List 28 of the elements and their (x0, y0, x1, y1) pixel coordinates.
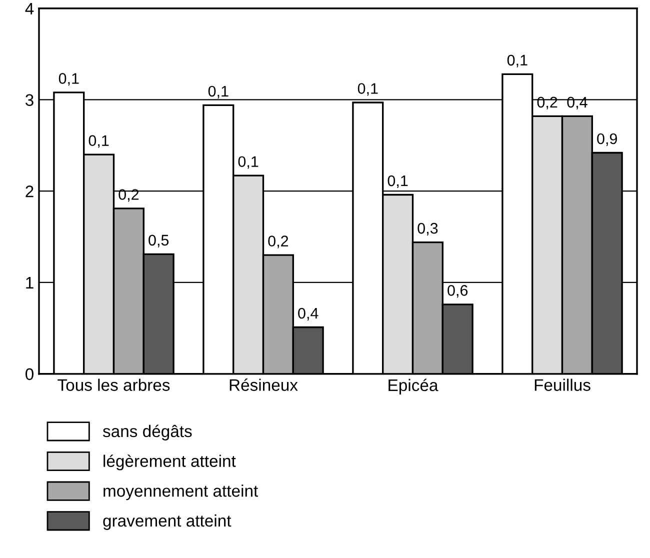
y-tick-label: 1 (26, 277, 34, 289)
annotation: 0,3 (418, 222, 438, 236)
x-tick-label: Tous les arbres (58, 378, 170, 391)
x-tick-label: Résineux (230, 378, 298, 391)
y-tick-label: 4 (25, 2, 34, 14)
annotation: 0,2 (537, 96, 558, 110)
x-tick-label: Epicéa (388, 378, 438, 394)
legend-label: légèrement atteint (104, 454, 236, 470)
legend-label: moyennement atteint (104, 484, 258, 500)
y-tick-label: 2 (26, 186, 34, 198)
y-tick-label: 0 (26, 368, 34, 380)
x-tick-label: Feuillus (534, 378, 590, 391)
annotation: 0,9 (597, 133, 617, 146)
annotation: 0,1 (238, 156, 258, 169)
annotation: 0,1 (88, 135, 109, 148)
annotation: 0,5 (148, 234, 169, 248)
annotation: 0,1 (388, 175, 408, 188)
annotation: 0,1 (507, 54, 528, 68)
legend-label: gravement atteint (103, 514, 232, 530)
annotation: 0,1 (208, 86, 228, 98)
legend-label: sans dégâts (102, 424, 192, 440)
annotation: 0,6 (448, 285, 468, 298)
annotation: 0,4 (567, 96, 588, 110)
y-tick-label: 3 (26, 94, 34, 106)
annotation: 0,1 (58, 73, 79, 86)
annotation: 0,1 (358, 83, 378, 96)
annotation: 0,4 (298, 308, 318, 320)
annotation: 0,2 (268, 236, 288, 248)
